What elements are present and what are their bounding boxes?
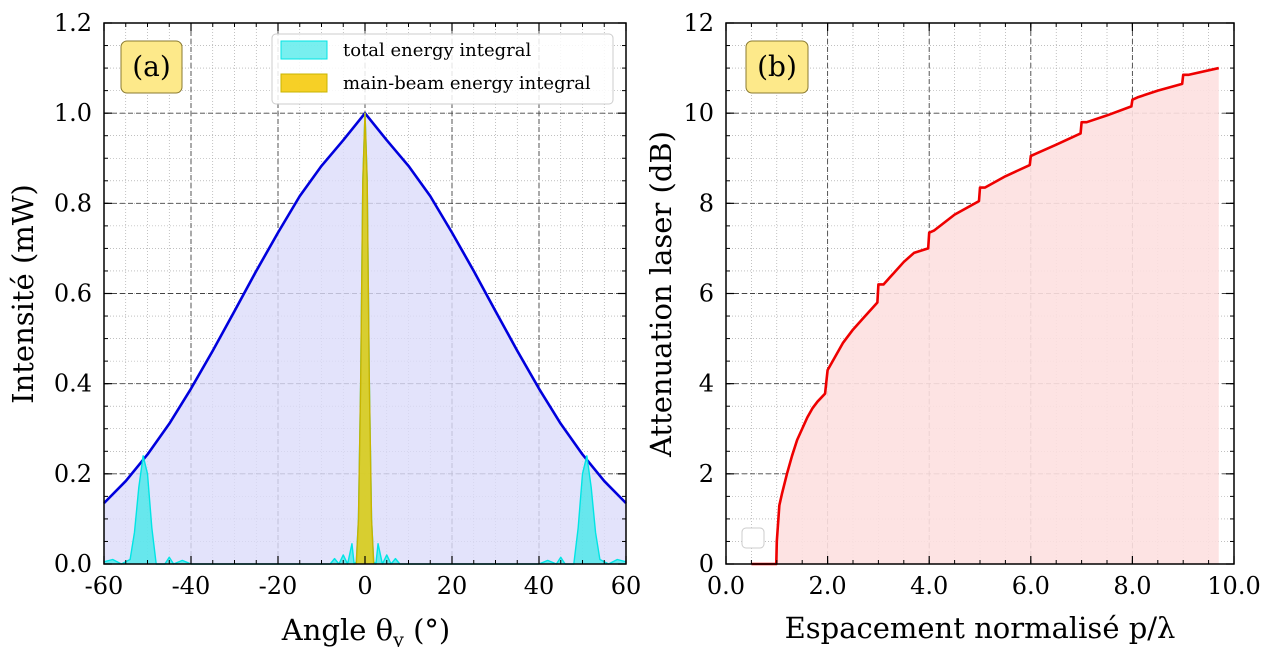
y-tick-label: 0.2 xyxy=(54,460,92,488)
legend-swatch-total-energy xyxy=(280,40,328,60)
y-tick-label: 12 xyxy=(683,9,714,37)
panel-b-tick-labels: 0.0 2.0 4.0 6.0 8.0 10.0 0 2 4 6 8 10 12 xyxy=(683,9,1260,600)
y-tick-label: 8 xyxy=(699,189,714,217)
y-tick-label: 0 xyxy=(699,550,714,578)
series-line-main-beam-energy-integral xyxy=(355,112,375,565)
series-area-main-beam-energy-integral xyxy=(356,113,374,565)
x-tick-label: 6.0 xyxy=(1012,572,1050,600)
panel-b-x-axis-label: Espacement normalisé p/λ xyxy=(785,611,1176,645)
panel-b-y-axis-label: Attenuation laser (dB) xyxy=(644,131,678,458)
x-tick-label: 10.0 xyxy=(1207,572,1260,600)
y-tick-label: 0.8 xyxy=(54,189,92,217)
x-tick-label: 8.0 xyxy=(1113,572,1151,600)
x-tick-label: 2.0 xyxy=(809,572,847,600)
y-tick-label: 10 xyxy=(683,99,714,127)
x-tick-label: -60 xyxy=(85,572,124,600)
legend-label-total-energy: total energy integral xyxy=(343,40,532,61)
y-tick-label: 0.4 xyxy=(54,370,92,398)
x-tick-label: 0 xyxy=(357,572,372,600)
y-tick-label: 1.0 xyxy=(54,99,92,127)
y-tick-label: 2 xyxy=(699,460,714,488)
x-tick-label: 0.0 xyxy=(707,572,745,600)
panel-b-ticks xyxy=(725,22,1235,565)
panel-b-series xyxy=(751,66,1220,566)
x-tick-label: -20 xyxy=(259,572,298,600)
panel-a-label-box: (a) xyxy=(120,40,183,94)
panel-a-x-axis-label: Angle θy (°) xyxy=(281,613,450,647)
series-area-series-0 xyxy=(751,68,1219,564)
panel-b-legend xyxy=(741,527,765,549)
x-tick-label: 20 xyxy=(437,572,468,600)
panel-b: 0.0 2.0 4.0 6.0 8.0 10.0 0 2 4 6 8 10 12 Espacement … xyxy=(644,9,1261,645)
x-tick-label: 40 xyxy=(524,572,555,600)
y-tick-label: 6 xyxy=(699,280,714,308)
legend-label-main-beam-energy: main-beam energy integral xyxy=(343,73,591,94)
panel-a-y-axis-label: Intensité (mW) xyxy=(6,184,40,404)
x-tick-label: 4.0 xyxy=(910,572,948,600)
y-tick-label: 0.0 xyxy=(54,550,92,578)
series-line-series-0 xyxy=(751,66,1220,566)
panel-a-series xyxy=(103,111,627,565)
panel-a-legend: total energy integral main-beam energy i… xyxy=(271,33,614,105)
legend-swatch-main-beam-energy xyxy=(280,73,328,93)
panel-b-label: (b) xyxy=(757,50,797,83)
panel-a-ticks xyxy=(103,22,627,565)
x-tick-label: 60 xyxy=(611,572,642,600)
panel-a-label: (a) xyxy=(132,50,171,83)
panel-a: -60 -40 -20 0 20 40 60 0.0 0.2 0.4 0.6 0.8 1.0 1.2 An… xyxy=(6,9,641,647)
y-tick-label: 0.6 xyxy=(54,280,92,308)
y-tick-label: 4 xyxy=(699,370,714,398)
panel-b-label-box: (b) xyxy=(745,40,809,94)
x-tick-label: -40 xyxy=(172,572,211,600)
y-tick-label: 1.2 xyxy=(54,9,92,37)
panel-a-tick-labels: -60 -40 -20 0 20 40 60 0.0 0.2 0.4 0.6 0.8 1.0 1.2 xyxy=(54,9,641,600)
